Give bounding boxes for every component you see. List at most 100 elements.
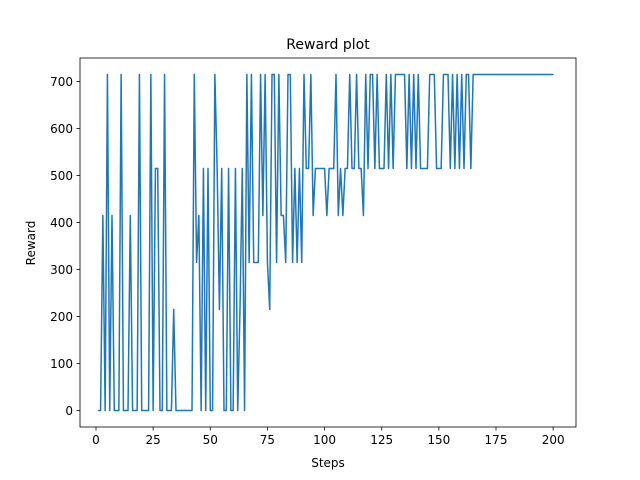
data-point [467,73,470,76]
data-point [520,73,522,76]
data-point [474,73,477,76]
y-tick-label: 700 [50,75,73,89]
y-tick-label: 400 [50,216,73,230]
data-point [307,167,310,170]
data-point [435,167,438,170]
data-point [170,409,173,412]
data-point [280,214,282,217]
data-point [237,409,239,412]
data-point [118,409,120,412]
data-point [271,73,273,76]
data-point [410,167,413,170]
data-point [417,73,419,76]
data-point [111,214,113,217]
data-point [264,73,266,76]
data-point [189,409,191,412]
data-point [122,409,125,412]
data-point [339,167,342,170]
data-point [214,73,216,76]
x-axis-label: Steps [311,456,345,470]
data-point [246,73,248,76]
data-point [147,409,150,412]
x-tick-label: 150 [427,433,450,447]
data-point [362,214,365,217]
data-point [371,73,374,76]
data-point [390,73,392,76]
data-point [207,167,209,170]
data-point [424,167,426,170]
data-point [285,261,287,264]
data-point [106,73,109,76]
data-point [255,261,257,264]
data-point [387,167,390,170]
x-tick-label: 125 [370,433,393,447]
data-point [143,409,145,412]
data-point [291,261,294,264]
data-point [150,73,152,76]
data-point [376,73,378,76]
data-point [102,214,104,217]
data-point [335,73,337,76]
data-point [429,73,431,76]
y-tick-label: 200 [50,310,73,324]
data-point [442,73,445,76]
data-point [490,73,493,76]
data-point [209,409,211,412]
data-point [186,409,189,412]
data-point [319,167,321,170]
data-point [483,73,486,76]
data-point [257,261,259,264]
data-point [221,167,223,170]
y-tick-label: 300 [50,263,73,277]
data-point [250,73,253,76]
data-point [289,73,291,76]
y-tick-label: 0 [65,404,73,418]
data-point [269,308,271,311]
data-point [344,167,346,170]
data-point [120,73,122,76]
data-point [522,73,525,76]
data-point [127,409,129,412]
data-point [513,73,515,76]
data-point [465,73,467,76]
data-point [138,73,141,76]
data-point [303,73,305,76]
data-point [545,73,547,76]
data-point [323,167,326,170]
data-point [541,73,543,76]
data-point [326,214,328,217]
x-tick-label: 0 [92,433,100,447]
data-point [378,167,381,170]
data-point [426,167,429,170]
data-point [525,73,527,76]
data-point [358,167,360,170]
data-point [401,73,403,76]
data-point [538,73,541,76]
x-tick-label: 175 [485,433,508,447]
data-point [433,73,435,76]
data-point [547,73,550,76]
data-point [275,261,278,264]
data-point [115,409,118,412]
x-tick-label: 50 [203,433,218,447]
data-point [211,409,214,412]
data-point [504,73,506,76]
data-point [495,73,497,76]
plot-frame [79,57,577,428]
data-point [157,167,159,170]
data-point [365,73,367,76]
data-point [330,167,333,170]
data-point [456,73,458,76]
data-point [479,73,481,76]
data-point [472,73,474,76]
data-point [239,308,241,311]
data-point [447,73,449,76]
data-point [179,409,182,412]
data-point [493,73,495,76]
data-point [333,167,335,170]
data-point [449,167,451,170]
data-point [175,409,177,412]
y-axis-ticks: 0 100 200 300 400 500 600 700 [50,75,80,418]
data-point [177,409,179,412]
data-point [488,73,490,76]
